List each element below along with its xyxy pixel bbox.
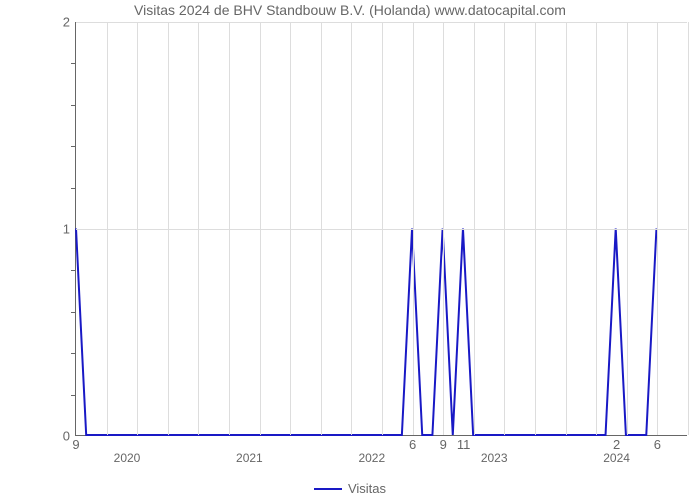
y-tick-label: 1 <box>63 222 76 237</box>
hgrid-line <box>76 22 687 23</box>
x-minor-label: 9 <box>72 435 79 452</box>
y-minor-tick <box>71 146 76 147</box>
legend: Visitas <box>0 480 700 496</box>
legend-swatch <box>314 488 342 490</box>
y-minor-tick <box>71 188 76 189</box>
x-year-label: 2022 <box>358 435 385 465</box>
series-line <box>76 229 656 436</box>
y-minor-tick <box>71 312 76 313</box>
y-minor-tick <box>71 353 76 354</box>
hgrid-line <box>76 229 687 230</box>
vgrid-line <box>688 22 689 435</box>
y-tick-label: 2 <box>63 15 76 30</box>
x-minor-label: 2 <box>613 435 620 452</box>
y-minor-tick <box>71 395 76 396</box>
x-minor-label: 6 <box>654 435 661 452</box>
x-year-label: 2021 <box>236 435 263 465</box>
x-minor-label: 6 <box>409 435 416 452</box>
x-minor-label: 9 <box>440 435 447 452</box>
x-year-label: 2023 <box>481 435 508 465</box>
y-minor-tick <box>71 63 76 64</box>
y-minor-tick <box>71 270 76 271</box>
plot-area: 012202020212022202320249691126 <box>75 22 687 436</box>
legend-label: Visitas <box>348 481 386 496</box>
x-minor-label: 11 <box>457 435 471 452</box>
y-minor-tick <box>71 105 76 106</box>
chart-title: Visitas 2024 de BHV Standbouw B.V. (Hola… <box>0 2 700 18</box>
x-year-label: 2020 <box>114 435 141 465</box>
